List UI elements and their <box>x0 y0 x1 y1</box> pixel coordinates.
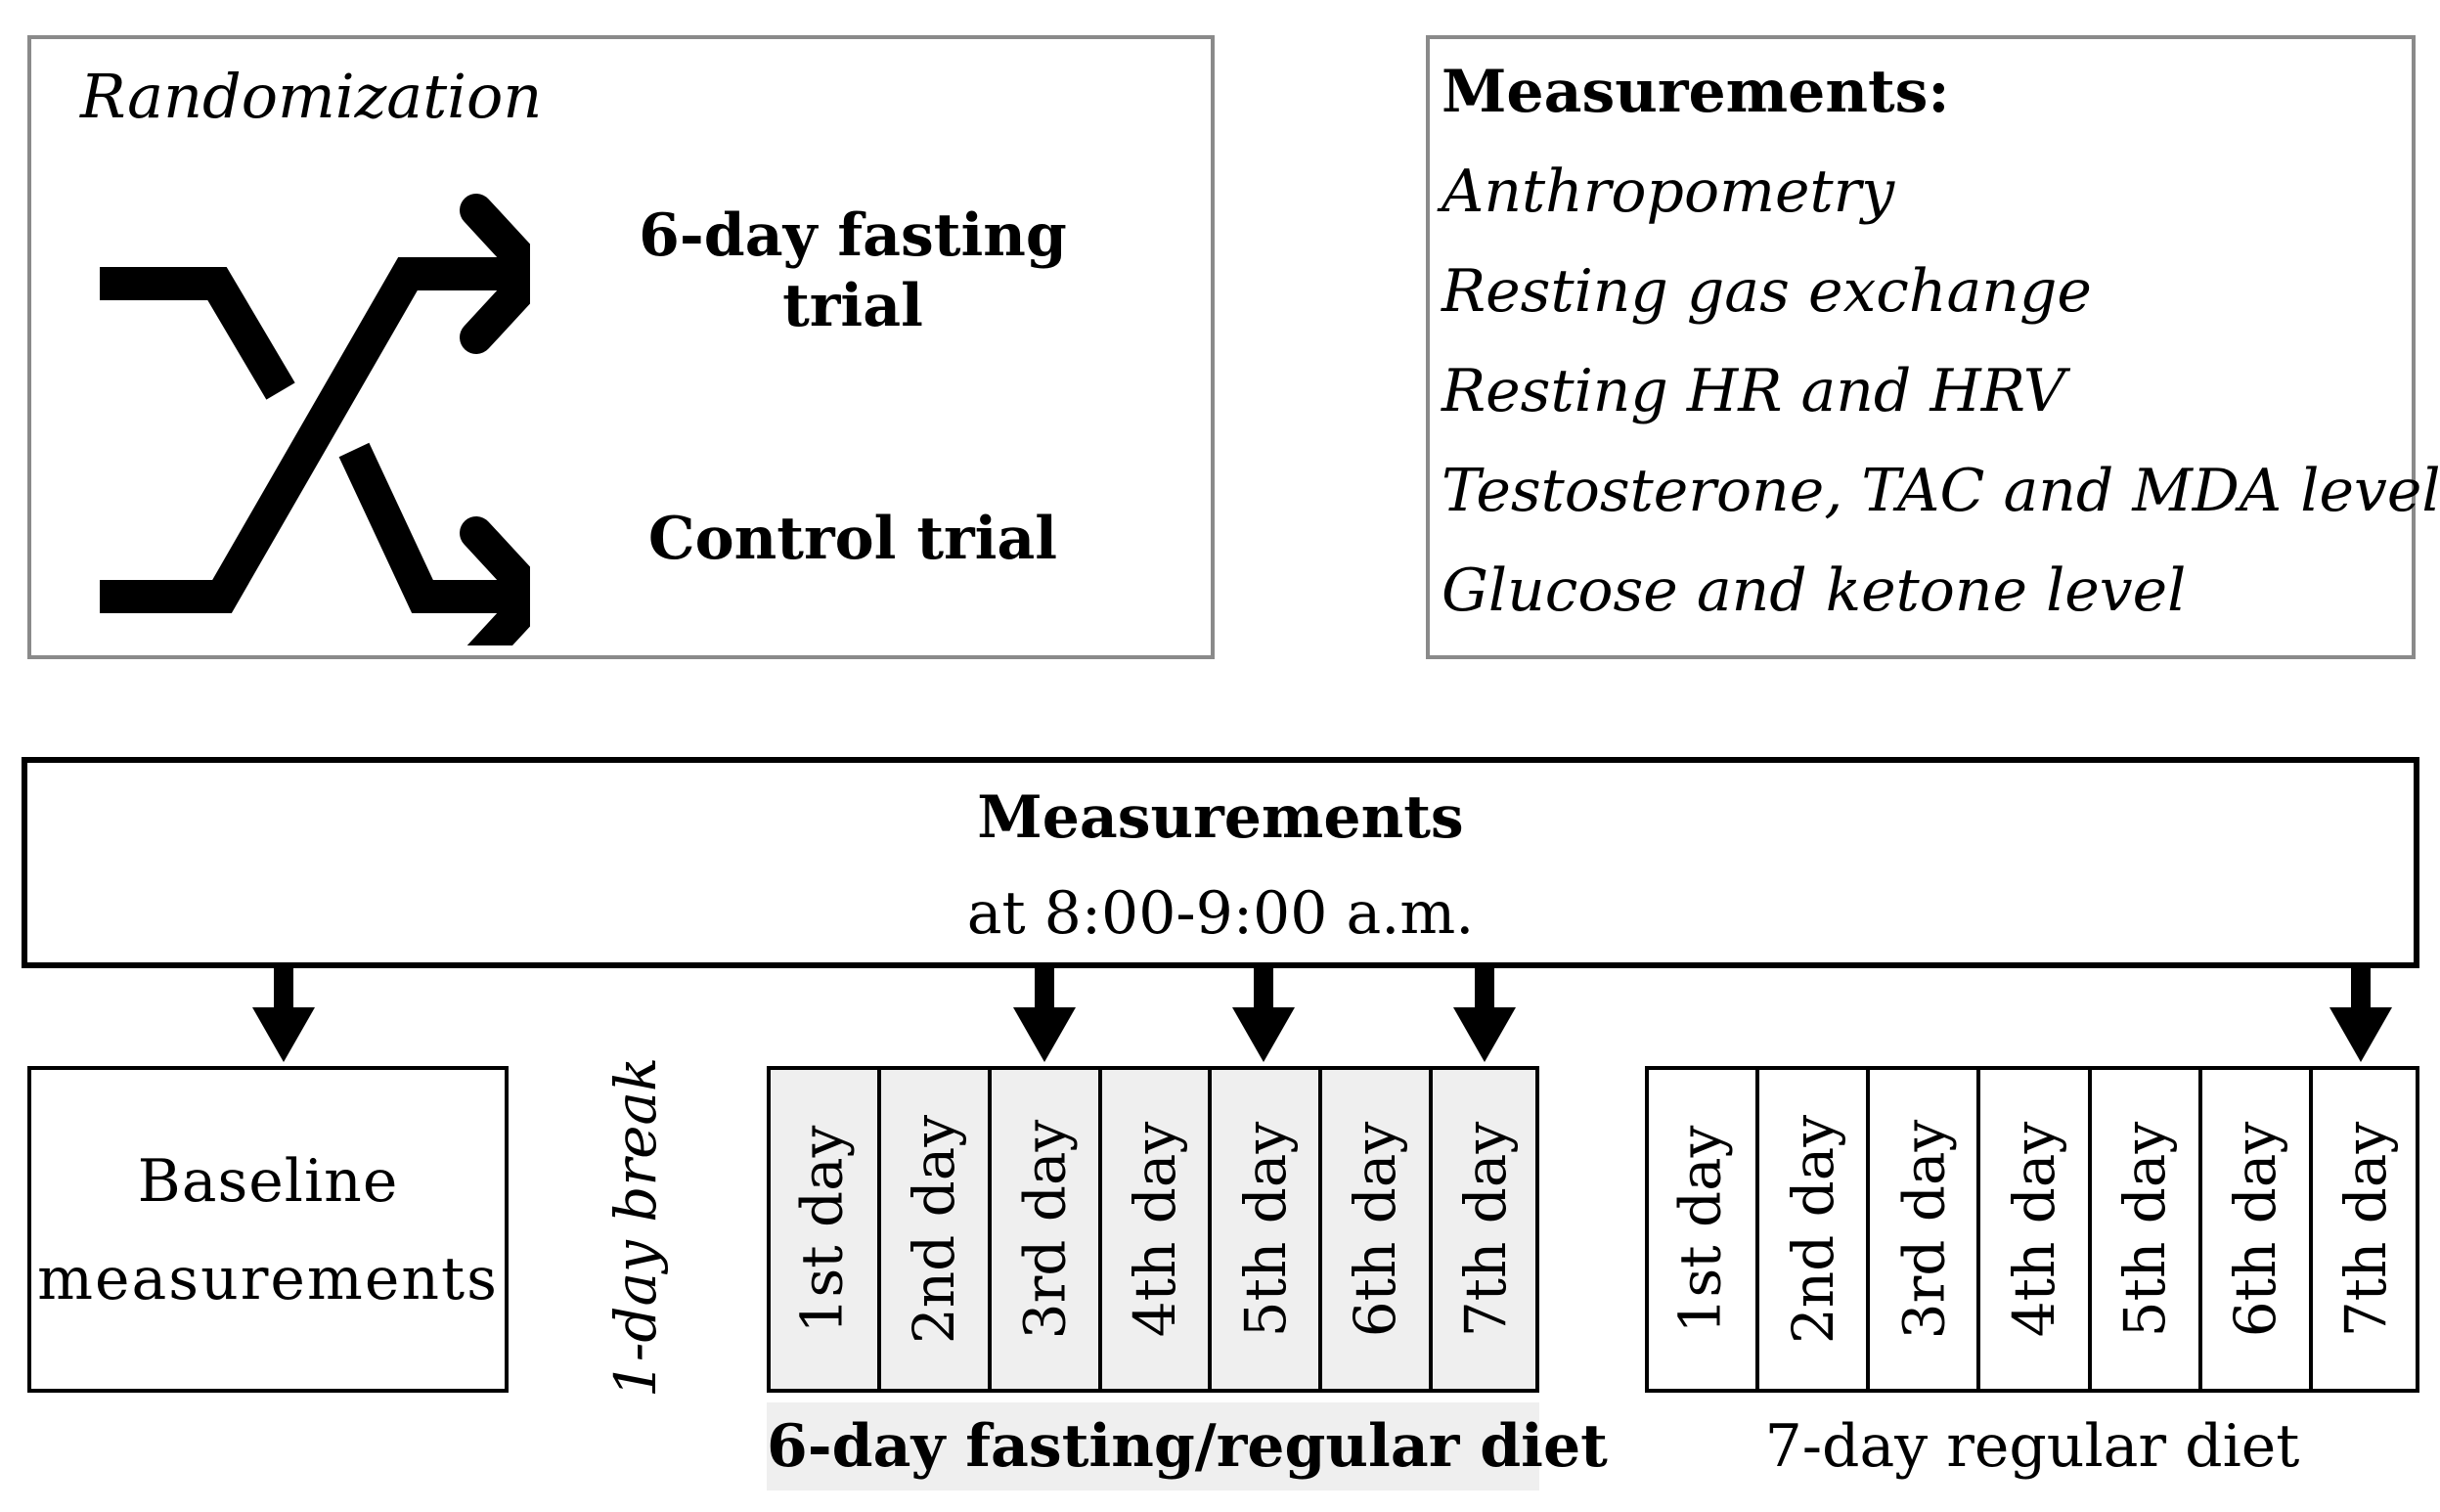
measurement-item: Testosterone, TAC and MDA level <box>1442 457 2440 525</box>
day-column: 2nd day <box>1755 1066 1866 1393</box>
day-label: 1st day <box>788 1125 856 1334</box>
randomization-panel: Randomization 6-day fasting trial Contro… <box>27 35 1215 659</box>
randomization-title: Randomization <box>80 61 543 132</box>
day-column: 5th day <box>2087 1066 2198 1393</box>
day-label: 7th day <box>1452 1121 1520 1338</box>
day-label: 1st day <box>1666 1125 1734 1334</box>
fasting-trial-option: 6-day fasting trial <box>639 201 1067 340</box>
day-column: 7th day <box>1429 1066 1539 1393</box>
day-column: 6th day <box>2197 1066 2309 1393</box>
day-label: 2nd day <box>901 1114 968 1345</box>
regular-period-label: 7-day regular diet <box>1764 1412 2300 1481</box>
regular-period-grid <box>1645 1066 2419 1393</box>
measurements-list-title: Measurements: <box>1442 58 1950 126</box>
measurement-item: Resting HR and HRV <box>1442 357 2066 425</box>
baseline-line2: measurements <box>37 1245 499 1313</box>
day-label: 4th day <box>2000 1121 2067 1338</box>
measurements-banner-title: Measurements <box>977 783 1464 852</box>
day-label: 2nd day <box>1779 1114 1846 1345</box>
measurement-arrows <box>252 968 2392 1062</box>
shuffle-icon <box>100 194 530 645</box>
day-label: 5th day <box>1231 1121 1299 1338</box>
day-label: 5th day <box>2111 1121 2179 1338</box>
measurement-item: Resting gas exchange <box>1442 257 2092 326</box>
baseline-box: Baseline measurements <box>27 1066 509 1393</box>
measurements-list-panel: Measurements: Anthropometry Resting gas … <box>1426 35 2440 659</box>
day-column: 1st day <box>767 1066 877 1393</box>
arrow-down-icon <box>1453 968 1516 1062</box>
arrow-down-icon <box>1232 968 1295 1062</box>
day-column: 3rd day <box>1866 1066 1976 1393</box>
break-label-container: 1-day break <box>587 1057 685 1398</box>
fasting-period-grid <box>767 1066 1539 1393</box>
day-label: 6th day <box>2222 1121 2289 1338</box>
day-column: 2nd day <box>876 1066 988 1393</box>
arrow-down-icon <box>252 968 315 1062</box>
day-column: 6th day <box>1318 1066 1429 1393</box>
day-column: 7th day <box>2308 1066 2419 1393</box>
day-label: 7th day <box>2332 1121 2400 1338</box>
day-column: 4th day <box>1097 1066 1209 1393</box>
break-label: 1-day break <box>602 1056 669 1399</box>
day-label: 3rd day <box>1011 1119 1079 1340</box>
day-column: 1st day <box>1645 1066 1755 1393</box>
day-label: 3rd day <box>1889 1119 1957 1340</box>
day-label: 6th day <box>1342 1121 1409 1338</box>
day-column: 4th day <box>1976 1066 2087 1393</box>
fasting-period-label: 6-day fasting/regular diet <box>767 1402 1608 1490</box>
measurements-banner: Measurements at 8:00-9:00 a.m. <box>22 757 2419 968</box>
day-label: 4th day <box>1121 1121 1188 1338</box>
arrow-down-icon <box>2329 968 2392 1062</box>
day-column: 5th day <box>1208 1066 1318 1393</box>
day-column: 3rd day <box>987 1066 1098 1393</box>
measurement-item: Anthropometry <box>1442 157 1895 226</box>
arrow-down-icon <box>1013 968 1076 1062</box>
baseline-line1: Baseline <box>137 1147 399 1216</box>
measurements-banner-time: at 8:00-9:00 a.m. <box>966 879 1475 948</box>
measurement-item: Glucose and ketone level <box>1442 556 2187 625</box>
control-trial-option: Control trial <box>647 505 1058 573</box>
